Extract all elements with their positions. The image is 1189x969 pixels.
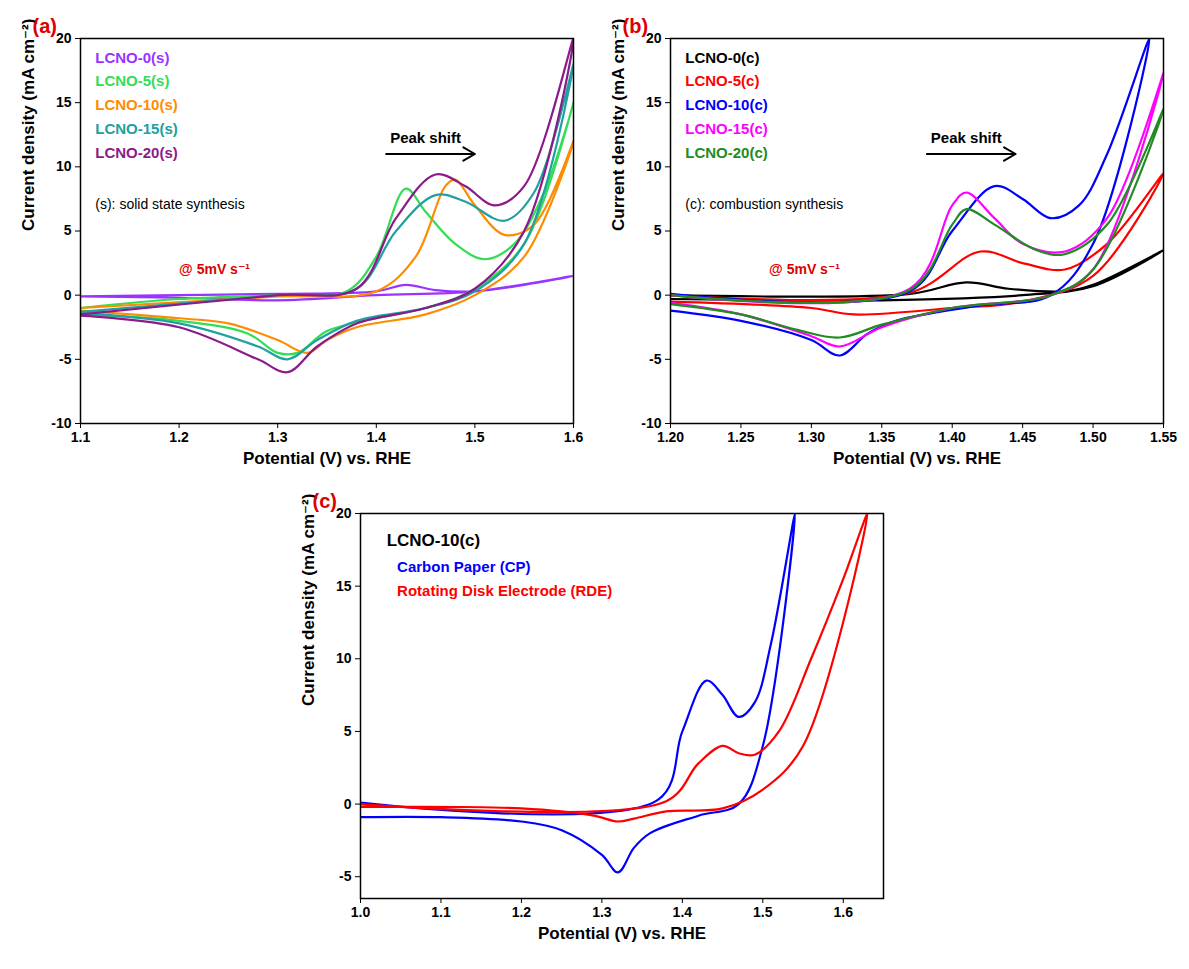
- svg-text:20: 20: [55, 30, 71, 46]
- svg-text:Rotating Disk Electrode (RDE): Rotating Disk Electrode (RDE): [397, 582, 612, 599]
- svg-text:1.55: 1.55: [1149, 429, 1176, 445]
- svg-text:1.50: 1.50: [1079, 429, 1106, 445]
- svg-text:Peak shift: Peak shift: [930, 129, 1001, 146]
- svg-text:1.6: 1.6: [563, 429, 583, 445]
- svg-text:1.2: 1.2: [511, 904, 531, 920]
- svg-text:Potential (V) vs. RHE: Potential (V) vs. RHE: [537, 924, 705, 943]
- svg-text:(c): combustion synthesis: (c): combustion synthesis: [685, 196, 843, 212]
- svg-text:Current density (mA cm⁻²): Current density (mA cm⁻²): [608, 19, 627, 231]
- svg-text:-5: -5: [649, 351, 662, 367]
- svg-text:1.3: 1.3: [592, 904, 612, 920]
- svg-text:1.30: 1.30: [797, 429, 824, 445]
- svg-text:(b): (b): [622, 15, 648, 37]
- svg-text:15: 15: [55, 94, 71, 110]
- svg-text:10: 10: [335, 650, 351, 666]
- svg-text:15: 15: [335, 578, 351, 594]
- svg-text:@ 5mV s⁻¹: @ 5mV s⁻¹: [179, 261, 250, 277]
- svg-text:1.5: 1.5: [753, 904, 773, 920]
- svg-text:(c): (c): [312, 490, 336, 512]
- svg-text:@ 5mV s⁻¹: @ 5mV s⁻¹: [769, 261, 840, 277]
- svg-text:LCNO-10(c): LCNO-10(c): [386, 531, 480, 550]
- svg-text:1.20: 1.20: [656, 429, 683, 445]
- svg-text:LCNO-20(c): LCNO-20(c): [685, 144, 768, 161]
- svg-text:LCNO-0(c): LCNO-0(c): [685, 49, 759, 66]
- svg-text:-5: -5: [59, 351, 72, 367]
- svg-text:1.4: 1.4: [366, 429, 386, 445]
- svg-text:5: 5: [63, 222, 71, 238]
- svg-text:1.4: 1.4: [672, 904, 692, 920]
- svg-text:0: 0: [63, 287, 71, 303]
- svg-text:-10: -10: [641, 415, 661, 431]
- svg-text:10: 10: [55, 158, 71, 174]
- svg-text:20: 20: [335, 505, 351, 521]
- svg-text:5: 5: [653, 222, 661, 238]
- svg-text:1.25: 1.25: [727, 429, 754, 445]
- svg-text:LCNO-10(s): LCNO-10(s): [95, 96, 178, 113]
- svg-text:0: 0: [343, 796, 351, 812]
- svg-text:LCNO-10(c): LCNO-10(c): [685, 96, 768, 113]
- svg-text:15: 15: [645, 94, 661, 110]
- svg-text:1.40: 1.40: [938, 429, 965, 445]
- svg-text:1.6: 1.6: [833, 904, 853, 920]
- svg-text:LCNO-0(s): LCNO-0(s): [95, 49, 169, 66]
- svg-text:LCNO-5(c): LCNO-5(c): [685, 72, 759, 89]
- svg-text:1.3: 1.3: [267, 429, 287, 445]
- svg-text:LCNO-20(s): LCNO-20(s): [95, 144, 178, 161]
- svg-text:10: 10: [645, 158, 661, 174]
- svg-text:1.0: 1.0: [350, 904, 370, 920]
- svg-text:LCNO-15(s): LCNO-15(s): [95, 120, 178, 137]
- svg-text:1.5: 1.5: [465, 429, 485, 445]
- svg-text:Current density (mA cm⁻²): Current density (mA cm⁻²): [18, 19, 37, 231]
- svg-text:5: 5: [343, 723, 351, 739]
- svg-text:1.35: 1.35: [868, 429, 895, 445]
- svg-text:Potential (V) vs. RHE: Potential (V) vs. RHE: [242, 449, 410, 468]
- svg-text:LCNO-15(c): LCNO-15(c): [685, 120, 768, 137]
- svg-text:-5: -5: [339, 868, 352, 884]
- svg-text:Current density (mA cm⁻²): Current density (mA cm⁻²): [298, 494, 317, 706]
- svg-text:0: 0: [653, 287, 661, 303]
- svg-text:Peak shift: Peak shift: [390, 129, 461, 146]
- svg-text:LCNO-5(s): LCNO-5(s): [95, 72, 169, 89]
- svg-text:20: 20: [645, 30, 661, 46]
- svg-text:1.45: 1.45: [1009, 429, 1036, 445]
- svg-text:-10: -10: [51, 415, 71, 431]
- svg-text:1.1: 1.1: [431, 904, 451, 920]
- svg-text:1.1: 1.1: [70, 429, 90, 445]
- svg-text:Potential (V) vs. RHE: Potential (V) vs. RHE: [832, 449, 1000, 468]
- svg-text:(s): solid state synthesis: (s): solid state synthesis: [95, 196, 244, 212]
- svg-text:(a): (a): [32, 15, 56, 37]
- svg-text:1.2: 1.2: [169, 429, 189, 445]
- svg-text:Carbon Paper (CP): Carbon Paper (CP): [397, 558, 530, 575]
